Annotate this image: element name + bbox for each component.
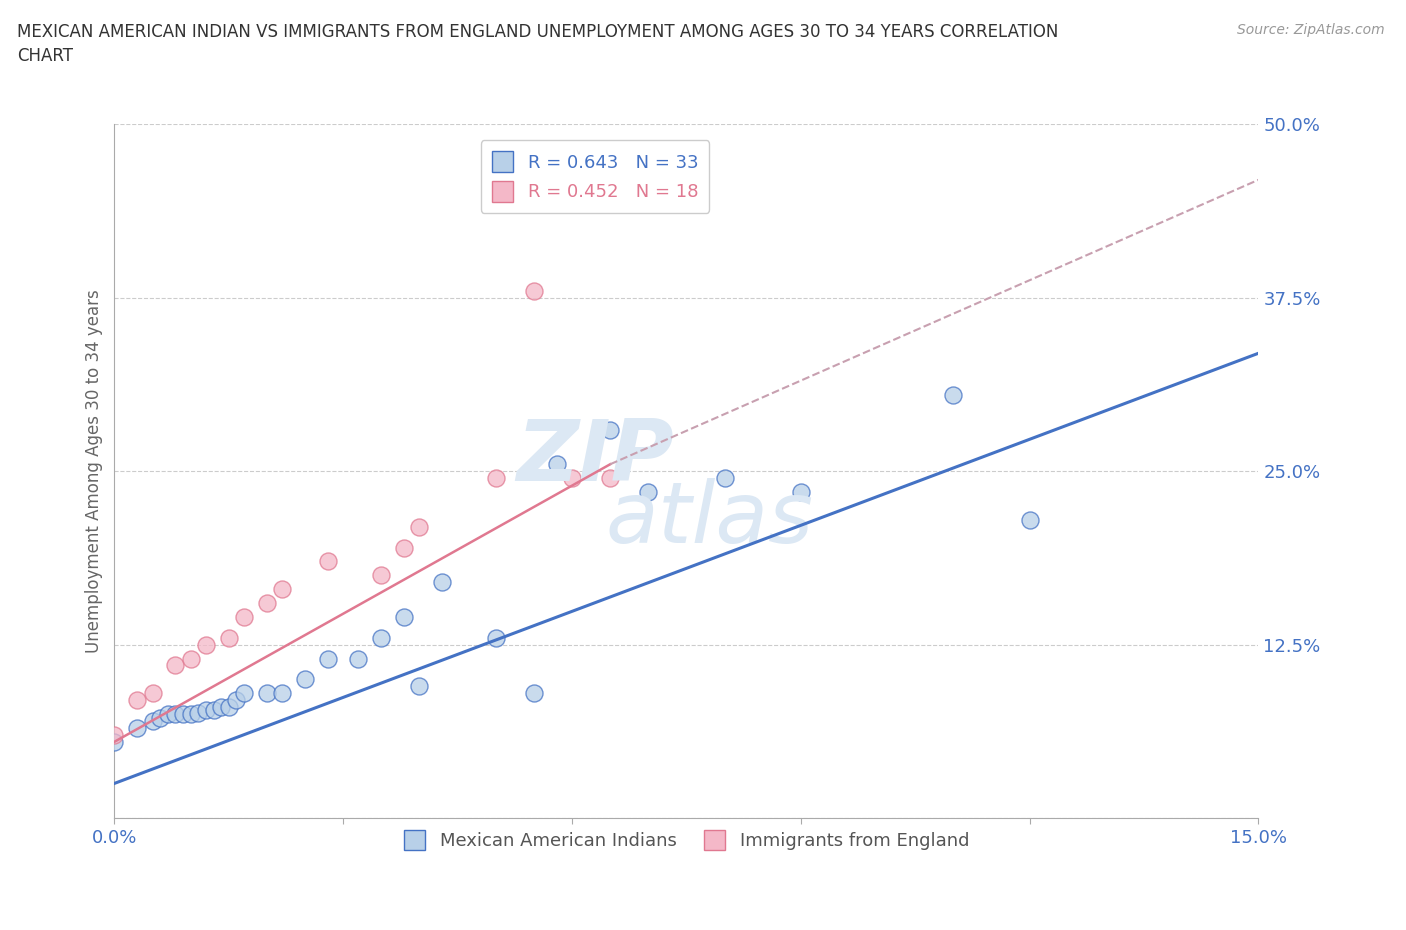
Point (394, 540, 416, 555)
Point (165, 707, 187, 722)
Point (149, 711, 172, 725)
Point (432, 575, 454, 590)
Point (523, 284, 546, 299)
Point (271, 685, 294, 700)
Point (127, 693, 149, 708)
Point (187, 705, 209, 720)
Text: atlas: atlas (606, 478, 813, 562)
Point (294, 671, 316, 686)
Point (485, 631, 508, 645)
Point (218, 699, 240, 714)
Point (485, 471, 508, 485)
Point (370, 568, 392, 583)
Point (233, 609, 256, 624)
Point (141, 713, 163, 728)
Point (523, 685, 546, 700)
Point (202, 702, 225, 717)
Point (316, 554, 339, 569)
Point (713, 471, 735, 485)
Point (180, 707, 202, 722)
Point (127, 721, 149, 736)
Point (218, 631, 240, 645)
Y-axis label: Unemployment Among Ages 30 to 34 years: Unemployment Among Ages 30 to 34 years (86, 289, 103, 653)
Legend: Mexican American Indians, Immigrants from England: Mexican American Indians, Immigrants fro… (396, 822, 977, 857)
Point (194, 637, 217, 652)
Point (225, 693, 247, 708)
Text: Source: ZipAtlas.com: Source: ZipAtlas.com (1237, 23, 1385, 37)
Point (408, 519, 430, 534)
Point (561, 471, 583, 485)
Point (316, 651, 339, 666)
Point (1018, 512, 1040, 527)
Point (599, 471, 621, 485)
Point (103, 735, 125, 750)
Point (256, 685, 278, 700)
Point (233, 685, 256, 700)
Text: MEXICAN AMERICAN INDIAN VS IMMIGRANTS FROM ENGLAND UNEMPLOYMENT AMONG AGES 30 TO: MEXICAN AMERICAN INDIAN VS IMMIGRANTS FR… (17, 23, 1059, 65)
Point (103, 727, 125, 742)
Point (394, 609, 416, 624)
Point (546, 457, 568, 472)
Point (790, 485, 813, 499)
Point (370, 631, 392, 645)
Point (942, 388, 965, 403)
Point (271, 581, 294, 596)
Point (209, 699, 232, 714)
Point (180, 651, 202, 666)
Point (165, 658, 187, 673)
Point (172, 707, 194, 722)
Point (141, 685, 163, 700)
Point (599, 422, 621, 437)
Point (194, 702, 217, 717)
Text: ZIP: ZIP (516, 416, 673, 498)
Point (256, 595, 278, 610)
Point (637, 485, 659, 499)
Point (408, 679, 430, 694)
Point (347, 651, 370, 666)
Point (156, 707, 179, 722)
